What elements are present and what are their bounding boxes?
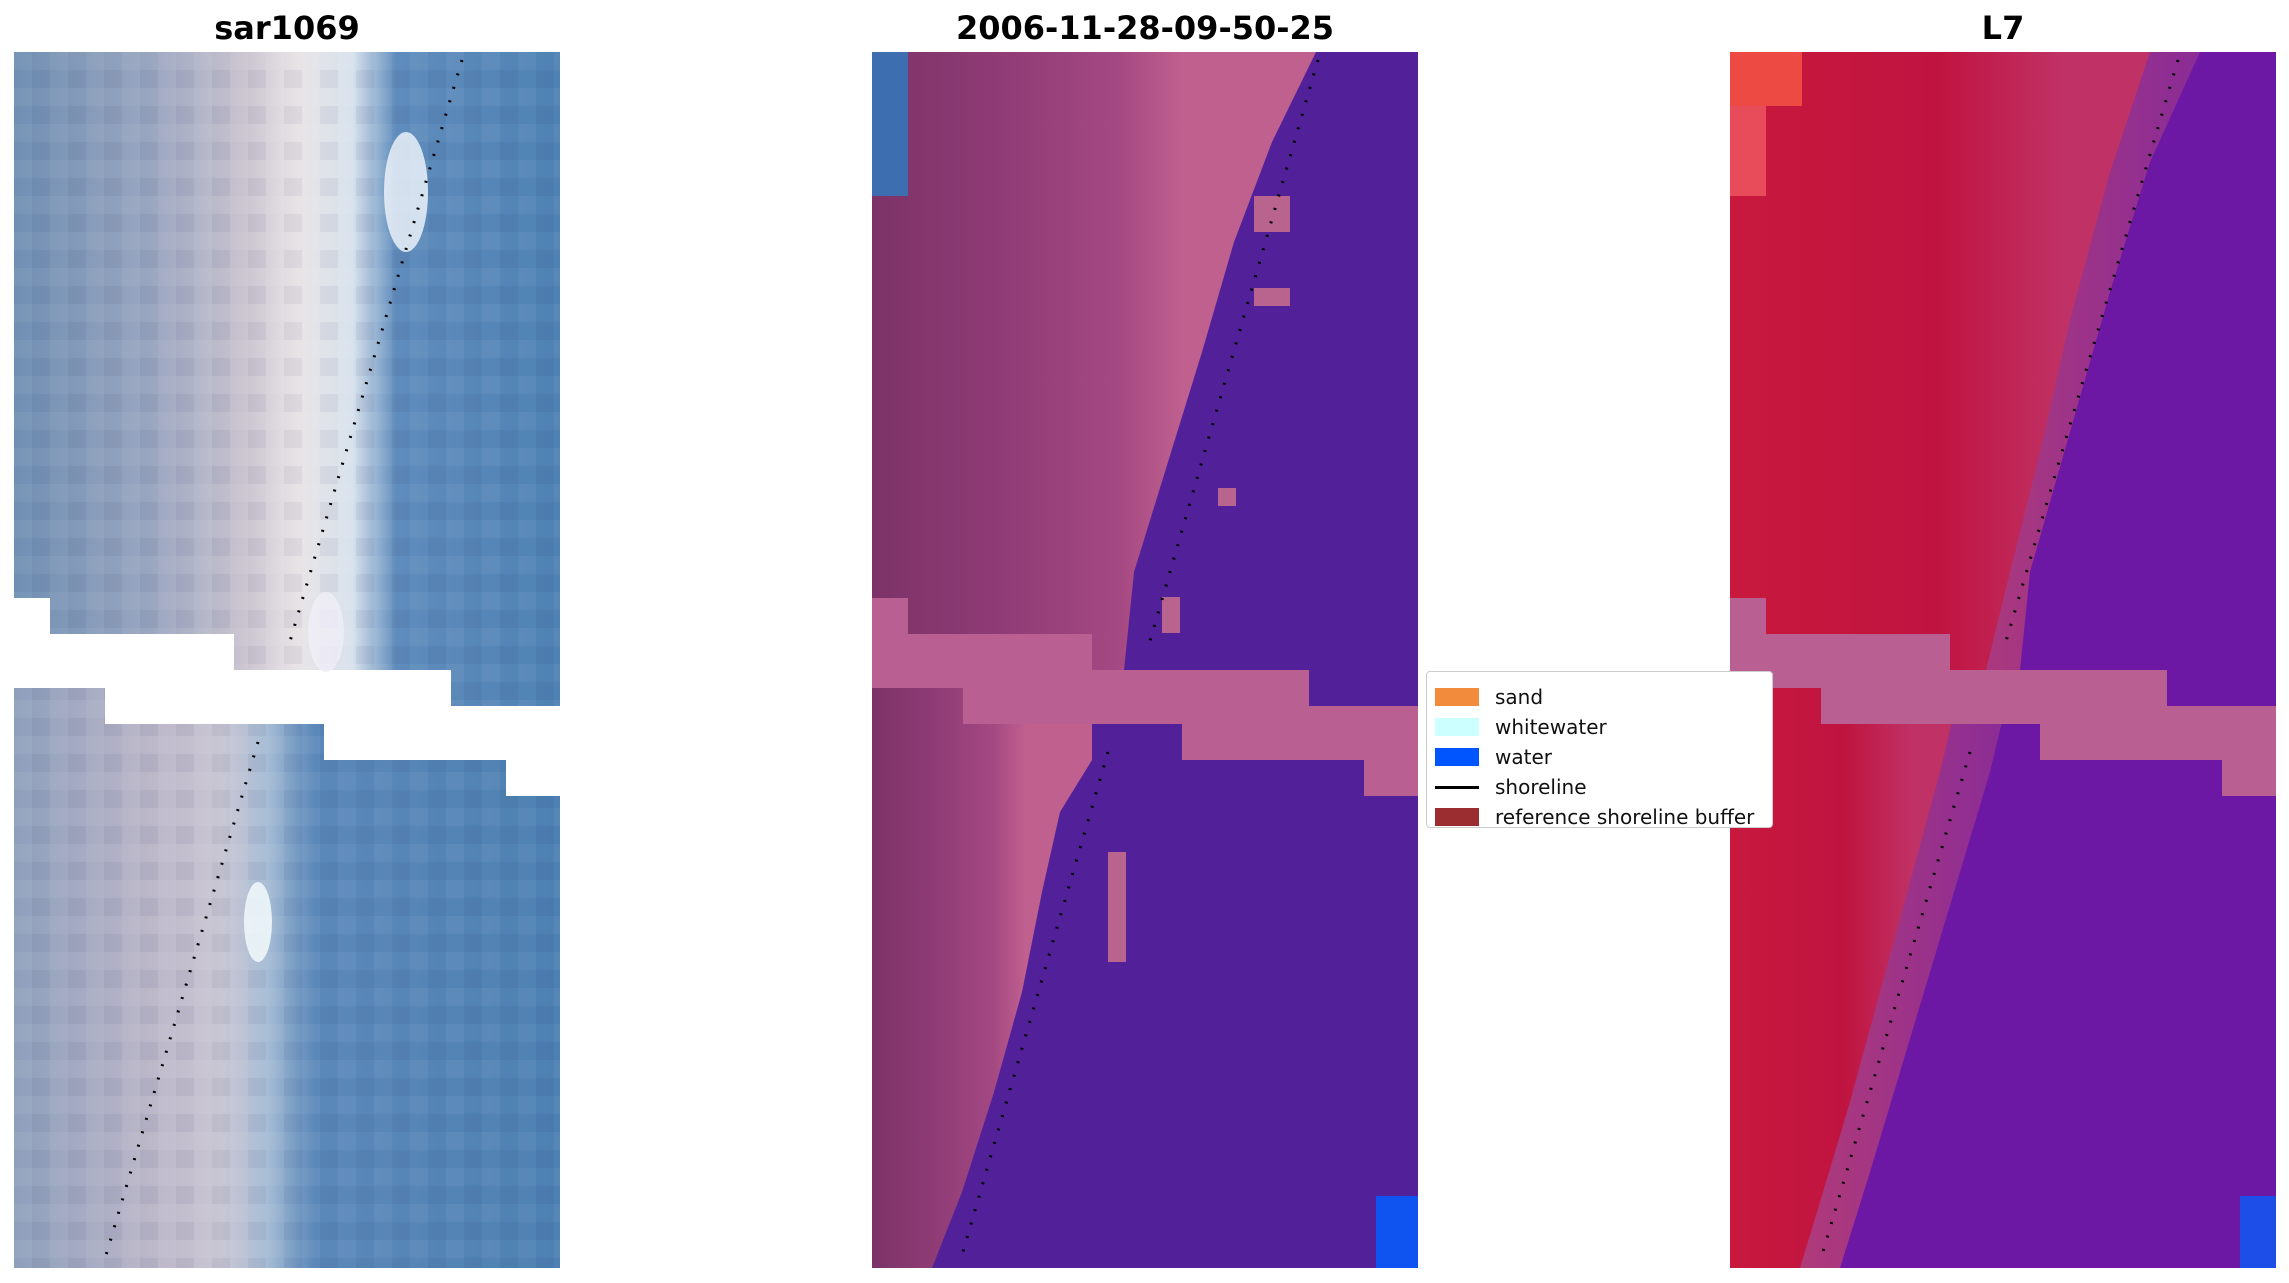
- rgb-satellite-image: [14, 52, 560, 1268]
- whitewater-swatch: [1435, 718, 1479, 736]
- water-swatch: [1435, 748, 1479, 766]
- shoreline-line-swatch: [1435, 785, 1479, 789]
- classified-image-panel: [872, 52, 1418, 1268]
- rgb-image-panel: [14, 52, 560, 1268]
- legend: sand whitewater water shoreline referenc…: [1426, 671, 1773, 828]
- legend-label-whitewater: whitewater: [1495, 715, 1607, 739]
- sand-swatch: [1435, 688, 1479, 706]
- legend-item-shoreline: shoreline: [1435, 773, 1587, 801]
- reference-buffer-swatch: [1435, 808, 1479, 826]
- legend-item-whitewater: whitewater: [1435, 713, 1607, 741]
- legend-item-reference-buffer: reference shoreline buffer: [1435, 803, 1755, 828]
- panel-title-index: L7: [1981, 9, 2025, 47]
- legend-label-shoreline: shoreline: [1495, 775, 1587, 799]
- legend-label-sand: sand: [1495, 685, 1544, 709]
- panel-title-rgb: sar1069: [214, 9, 360, 47]
- legend-item-sand: sand: [1435, 683, 1543, 711]
- index-image: [1730, 52, 2276, 1268]
- legend-item-water: water: [1435, 743, 1552, 771]
- panel-title-classified: 2006-11-28-09-50-25: [955, 9, 1335, 47]
- index-image-panel: [1730, 52, 2276, 1268]
- legend-label-reference-buffer: reference shoreline buffer: [1495, 805, 1755, 828]
- legend-label-water: water: [1495, 745, 1552, 769]
- classified-image: [872, 52, 1418, 1268]
